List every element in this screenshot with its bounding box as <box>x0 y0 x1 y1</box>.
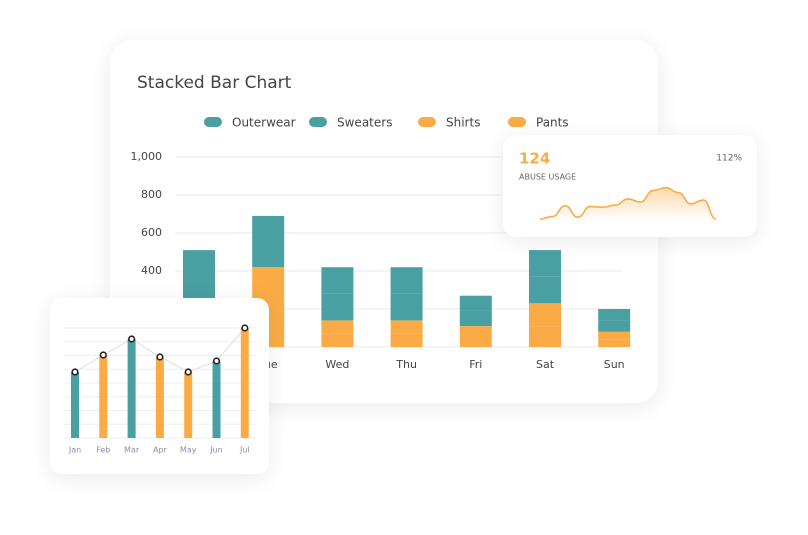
y-tick-label: 1,000 <box>131 150 163 163</box>
legend-swatch <box>309 117 327 127</box>
bar-segment <box>321 320 354 334</box>
x-tick-label: Thu <box>395 358 417 371</box>
point <box>128 335 136 343</box>
bar <box>184 372 193 438</box>
bar-segment <box>321 333 354 347</box>
y-tick-label: 800 <box>141 188 162 201</box>
legend-label: Sweaters <box>337 116 392 130</box>
bar-segment <box>183 250 215 281</box>
x-tick-label: Wed <box>325 358 349 371</box>
bar-segment <box>529 303 561 327</box>
area-line <box>539 186 717 220</box>
bar-segment <box>529 326 561 347</box>
x-tick-label: May <box>180 446 197 455</box>
legend-label: Pants <box>536 116 569 130</box>
bar-segment <box>252 215 285 243</box>
legend-label: Outerwear <box>232 116 296 130</box>
bar <box>212 361 221 438</box>
bar-segment <box>598 309 631 321</box>
bar-segment <box>598 339 631 347</box>
x-tick-label: Jan <box>68 446 81 455</box>
bar <box>155 357 164 438</box>
usage-card: 124 ABUSE USAGE 112% <box>503 135 757 237</box>
usage-value: 124 <box>519 150 550 168</box>
monthly-card: Jan Feb Mar Apr May Jun Jul <box>50 298 269 474</box>
bar-segment <box>390 293 423 321</box>
bar <box>99 355 108 438</box>
bar-segment <box>252 242 285 268</box>
bar-segment <box>459 326 492 338</box>
legend-label: Shirts <box>446 116 480 130</box>
bar-segment <box>390 320 423 334</box>
y-tick-label: 400 <box>141 264 162 277</box>
x-tick-label: Sun <box>604 358 625 371</box>
y-tick-label: 600 <box>141 226 162 239</box>
bar <box>71 372 79 438</box>
x-tick-label: Fri <box>469 358 482 371</box>
legend-swatch <box>508 117 526 127</box>
bar-segment <box>459 337 492 347</box>
point <box>212 357 221 365</box>
x-tick-label: Apr <box>153 446 168 455</box>
bar-segment <box>529 276 561 304</box>
bar <box>127 339 136 438</box>
usage-change: 112% <box>716 154 742 164</box>
legend-swatch <box>204 117 222 127</box>
x-tick-label: Jul <box>239 446 250 455</box>
point <box>99 351 107 359</box>
bar-segment <box>459 295 492 311</box>
bar-segment <box>321 267 354 294</box>
bar-segment <box>598 331 631 340</box>
bar <box>240 328 249 438</box>
bar-segment <box>459 310 492 327</box>
bar-segment <box>390 267 423 294</box>
point <box>184 368 192 376</box>
x-tick-label: Sat <box>536 358 555 371</box>
point <box>71 368 79 376</box>
bar-segment <box>390 333 423 347</box>
legend-swatch <box>418 117 436 127</box>
bar-segment <box>598 320 631 332</box>
point <box>241 324 249 332</box>
bar-segment <box>321 293 354 321</box>
bar-segment <box>529 250 561 277</box>
chart-title: Stacked Bar Chart <box>137 73 292 93</box>
x-tick-label: Mar <box>124 446 140 455</box>
x-tick-label: Jun <box>209 446 223 455</box>
x-tick-label: Feb <box>96 446 110 455</box>
point <box>156 353 164 361</box>
usage-title: ABUSE USAGE <box>519 173 576 182</box>
